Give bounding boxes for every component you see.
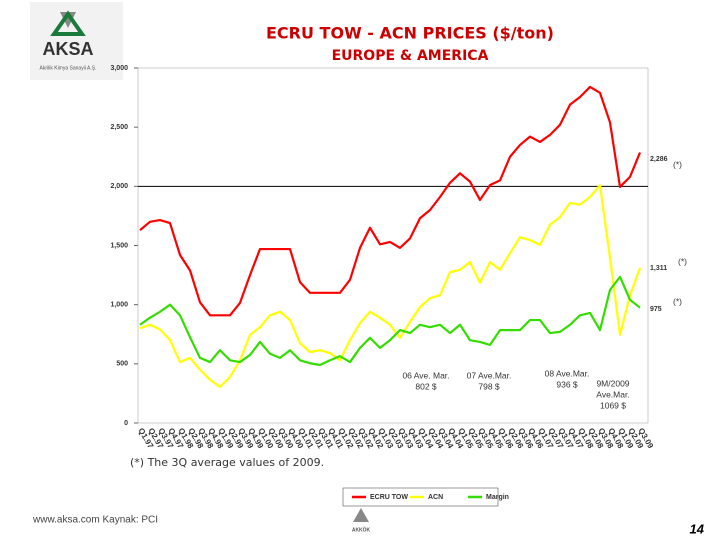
annotation: 798 $	[478, 381, 500, 391]
end-note: (*)	[678, 256, 687, 266]
annotation: Ave.Mar.	[596, 389, 629, 399]
end-note: (*)	[673, 296, 682, 306]
footer-logo-mark	[353, 508, 369, 522]
y-tick-label: 500	[116, 361, 128, 368]
annotation: 936 $	[556, 379, 578, 389]
y-tick-label: 2,500	[110, 124, 128, 131]
series-line	[139, 184, 642, 389]
logo-mark	[60, 12, 76, 28]
legend-box	[342, 487, 499, 507]
legend-label: ECRU TOW	[370, 494, 408, 501]
legend-label: Margin	[486, 494, 509, 501]
footer-logo: AKKÖK	[352, 526, 371, 533]
end-note: (*)	[673, 159, 682, 169]
annotation: 802 $	[415, 381, 437, 391]
annotation: 07 Ave.Mar.	[467, 370, 512, 380]
chart-subtitle: EUROPE & AMERICA	[332, 48, 489, 64]
logo-box	[30, 2, 123, 80]
end-label: 1,311	[650, 265, 667, 272]
series-line	[139, 275, 641, 367]
legend-label: ACN	[428, 494, 443, 501]
y-tick-label: 0	[124, 420, 128, 427]
y-tick-label: 1,500	[110, 242, 128, 249]
series-line	[139, 85, 642, 317]
footnote: (*) The 3Q average values of 2009.	[130, 456, 324, 469]
y-tick-label: 2,000	[110, 183, 128, 190]
page-number: 14	[690, 521, 705, 536]
end-label: 975	[650, 306, 662, 313]
annotation: 1069 $	[600, 400, 626, 410]
y-tick-label: 3,000	[110, 65, 128, 72]
source: www.aksa.com Kaynak: PCI	[32, 515, 158, 526]
annotation: 9M/2009	[596, 378, 629, 388]
annotation: 08 Ave.Mar.	[545, 368, 590, 378]
end-label: 2,286	[650, 156, 668, 163]
annotation: 06 Ave. Mar.	[402, 370, 449, 380]
y-tick-label: 1,000	[110, 302, 128, 309]
logo-caption: Akrilik Kimya Sanayii A.Ş.	[40, 65, 97, 71]
chart-title: ECRU TOW - ACN PRICES ($/ton)	[266, 24, 554, 43]
logo-text: AKSA	[42, 39, 93, 59]
logo-mark	[50, 10, 86, 36]
